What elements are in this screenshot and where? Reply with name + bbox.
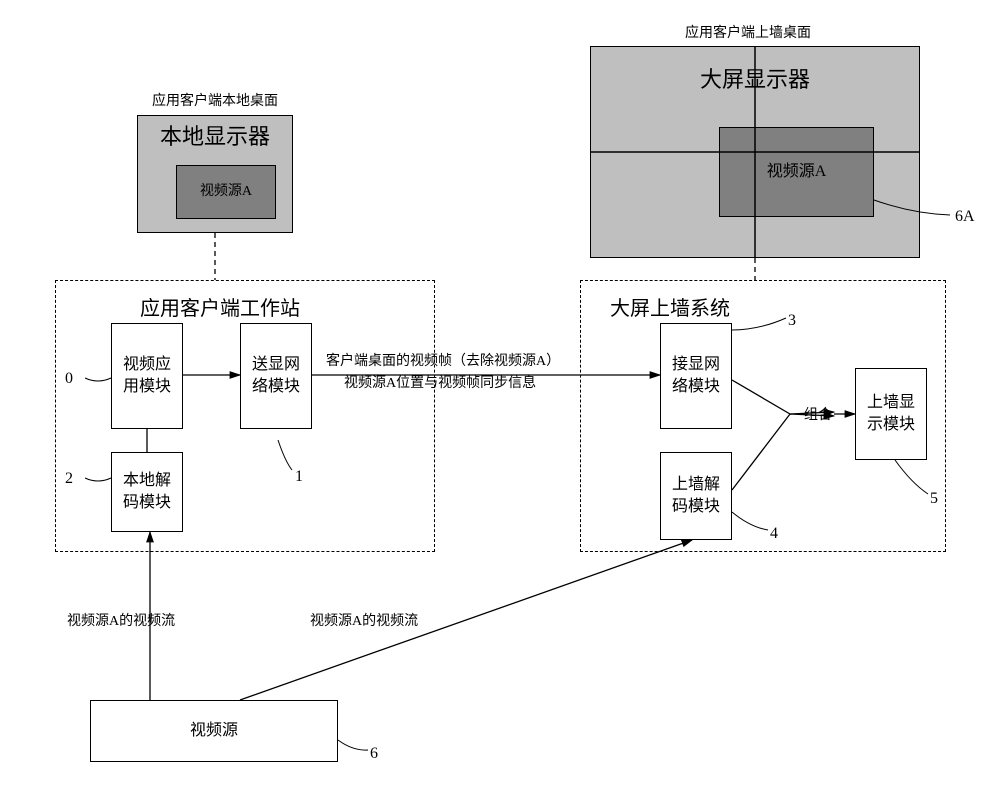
- module-3: 接显网 络模块: [660, 323, 732, 429]
- stream-label-mid-bot: 视频源A位置与视频帧同步信息: [344, 372, 536, 392]
- local-caption: 应用客户端本地桌面: [152, 90, 278, 110]
- local-display-title: 本地显示器: [138, 122, 292, 153]
- stream-label-left: 视频源A的视频流: [67, 610, 175, 630]
- num-1: 1: [295, 468, 303, 486]
- stream-label-mid-top: 客户端桌面的视频帧（去除视频源A）: [326, 350, 560, 370]
- combine-label: 组合: [804, 404, 832, 424]
- wall-caption: 应用客户端上墙桌面: [685, 22, 811, 42]
- diagram-canvas: 应用客户端本地桌面 本地显示器 视频源A 应用客户端上墙桌面 大屏显示器 视频源…: [0, 0, 1000, 799]
- module-5: 上墙显 示模块: [855, 368, 927, 460]
- wall-source-num: 6A: [955, 208, 975, 226]
- module-2: 本地解 码模块: [111, 452, 183, 532]
- wall-source-label: 视频源A: [767, 161, 827, 183]
- module-1: 送显网 络模块: [240, 323, 312, 429]
- num-4: 4: [770, 525, 778, 543]
- num-3: 3: [788, 312, 796, 330]
- num-2: 2: [65, 470, 73, 488]
- client-station-title: 应用客户端工作站: [140, 292, 300, 321]
- module-0: 视频应 用模块: [111, 323, 183, 429]
- module-4: 上墙解 码模块: [660, 452, 732, 540]
- num-0: 0: [65, 370, 73, 388]
- local-source-label: 视频源A: [200, 182, 252, 202]
- local-source-box: 视频源A: [176, 165, 276, 219]
- num-6: 6: [370, 745, 378, 763]
- stream-label-right: 视频源A的视频流: [310, 610, 418, 630]
- wall-system-title: 大屏上墙系统: [610, 292, 730, 321]
- module-6: 视频源: [90, 700, 338, 762]
- num-5: 5: [930, 490, 938, 508]
- wall-source-box: 视频源A: [719, 127, 874, 217]
- wall-display-title: 大屏显示器: [700, 62, 810, 94]
